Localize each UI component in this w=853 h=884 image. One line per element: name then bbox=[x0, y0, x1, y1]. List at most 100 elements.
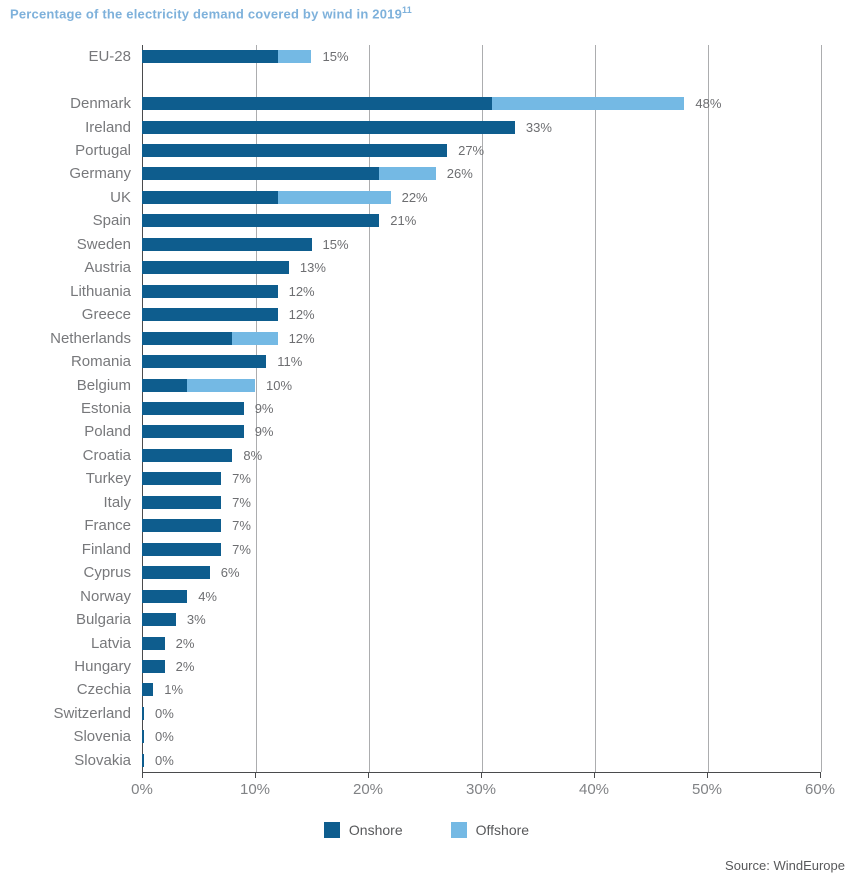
legend-item-onshore: Onshore bbox=[323, 822, 403, 838]
x-axis-tick bbox=[255, 772, 256, 778]
value-label: 12% bbox=[288, 283, 315, 299]
country-label: Norway bbox=[80, 587, 131, 605]
country-label: Germany bbox=[69, 165, 131, 183]
onshore-bar-segment bbox=[142, 425, 244, 439]
bar-row: Czechia 1% bbox=[0, 678, 820, 701]
x-axis: 0% 10% 20% 30% 40% 50% 60% bbox=[131, 772, 835, 802]
bar-row: Latvia 2% bbox=[0, 631, 820, 654]
bar-row: Lithuania 12% bbox=[0, 280, 820, 303]
onshore-bar-segment bbox=[142, 613, 176, 627]
gridline bbox=[595, 45, 596, 772]
offshore-bar-segment bbox=[379, 167, 436, 181]
x-axis-tick bbox=[368, 772, 369, 778]
country-label: Switzerland bbox=[53, 704, 131, 722]
country-label: Estonia bbox=[80, 400, 131, 418]
onshore-bar-segment bbox=[142, 97, 493, 111]
x-axis-tick bbox=[707, 772, 708, 778]
bar-row: Italy 7% bbox=[0, 491, 820, 514]
bar-row: Croatia 8% bbox=[0, 444, 820, 467]
bar-row: Slovenia 0% bbox=[0, 725, 820, 748]
bar-track: 4% bbox=[142, 588, 820, 604]
country-label: France bbox=[84, 517, 131, 535]
country-label: Greece bbox=[81, 306, 131, 324]
gridline bbox=[369, 45, 370, 772]
bar-track: 27% bbox=[142, 143, 820, 158]
value-label: 0% bbox=[155, 752, 174, 768]
country-label: Croatia bbox=[82, 446, 131, 464]
onshore-bar-segment bbox=[142, 495, 222, 509]
onshore-bar-segment bbox=[142, 542, 222, 556]
bar-track: 1% bbox=[142, 682, 820, 697]
bar-row: Finland 7% bbox=[0, 538, 820, 561]
value-label: 6% bbox=[220, 565, 240, 581]
value-label: 7% bbox=[232, 494, 251, 510]
bar-row: Romania 11% bbox=[0, 350, 820, 373]
value-label: 10% bbox=[265, 377, 293, 393]
onshore-bar-segment bbox=[142, 308, 278, 322]
chart-title-text: Percentage of the electricity demand cov… bbox=[10, 6, 403, 22]
onshore-bar-segment bbox=[142, 402, 244, 416]
bar-track: 0% bbox=[142, 705, 820, 721]
offshore-bar-segment bbox=[277, 190, 391, 204]
value-label: 48% bbox=[695, 96, 722, 112]
bar-track: 12% bbox=[142, 331, 820, 346]
source-text: Source: WindEurope bbox=[725, 858, 845, 873]
onshore-bar-segment bbox=[142, 753, 144, 767]
bar-track: 15% bbox=[142, 49, 820, 64]
country-label: Finland bbox=[81, 540, 131, 558]
country-label: Italy bbox=[103, 493, 131, 511]
value-label: 33% bbox=[525, 119, 552, 135]
bar-track: 8% bbox=[142, 447, 820, 463]
legend-label-onshore: Onshore bbox=[348, 822, 403, 838]
country-label: Portugal bbox=[75, 142, 131, 160]
offshore-bar-segment bbox=[187, 378, 255, 392]
country-label: Turkey bbox=[85, 470, 131, 488]
onshore-bar-segment bbox=[142, 472, 222, 486]
onshore-bar-segment bbox=[142, 448, 233, 462]
value-label: 13% bbox=[299, 260, 326, 276]
country-label: EU-28 bbox=[88, 48, 131, 66]
value-label: 4% bbox=[198, 588, 217, 604]
value-label: 9% bbox=[254, 424, 274, 440]
x-axis-tick bbox=[481, 772, 482, 778]
country-label: Romania bbox=[70, 353, 131, 371]
bar-track: 7% bbox=[142, 471, 820, 487]
bar-track: 13% bbox=[142, 260, 820, 276]
value-label: 12% bbox=[288, 307, 315, 323]
bar-rows: EU-28 15% Denmark 48% Ireland 33% Portugal 27% G… bbox=[0, 45, 820, 772]
bar-row: Greece 12% bbox=[0, 303, 820, 326]
bar-track: 2% bbox=[142, 659, 820, 674]
value-label: 8% bbox=[243, 447, 263, 463]
value-label: 0% bbox=[155, 705, 174, 721]
offshore-bar-segment bbox=[232, 331, 278, 345]
gridline bbox=[482, 45, 483, 772]
country-label: Bulgaria bbox=[75, 611, 131, 629]
country-label: Lithuania bbox=[70, 282, 131, 300]
bar-row: Bulgaria 3% bbox=[0, 608, 820, 631]
country-label: Slovakia bbox=[74, 751, 131, 769]
bar-track: 21% bbox=[142, 213, 820, 228]
value-label: 2% bbox=[175, 659, 195, 674]
bar-track: 12% bbox=[142, 307, 820, 323]
country-label: Czechia bbox=[76, 681, 131, 699]
value-label: 7% bbox=[232, 471, 251, 487]
country-label: Netherlands bbox=[50, 329, 131, 347]
bar-row: France 7% bbox=[0, 514, 820, 537]
bar-row: Denmark 48% bbox=[0, 92, 820, 115]
value-label: 22% bbox=[401, 189, 428, 205]
bar-row: Austria 13% bbox=[0, 256, 820, 279]
value-label: 3% bbox=[186, 612, 206, 628]
onshore-bar-segment bbox=[142, 519, 222, 533]
gridline bbox=[708, 45, 709, 772]
onshore-bar-segment bbox=[142, 730, 144, 744]
onshore-bar-segment bbox=[142, 706, 144, 720]
country-label: Belgium bbox=[76, 376, 131, 394]
x-axis-tick-label: 30% bbox=[465, 781, 497, 798]
bar-track: 15% bbox=[142, 236, 820, 252]
value-label: 15% bbox=[322, 236, 349, 252]
bar-row: Turkey 7% bbox=[0, 467, 820, 490]
bar-row: Ireland 33% bbox=[0, 115, 820, 138]
onshore-bar-segment bbox=[142, 214, 380, 228]
country-label: Ireland bbox=[85, 118, 131, 136]
country-label: Spain bbox=[92, 212, 131, 230]
